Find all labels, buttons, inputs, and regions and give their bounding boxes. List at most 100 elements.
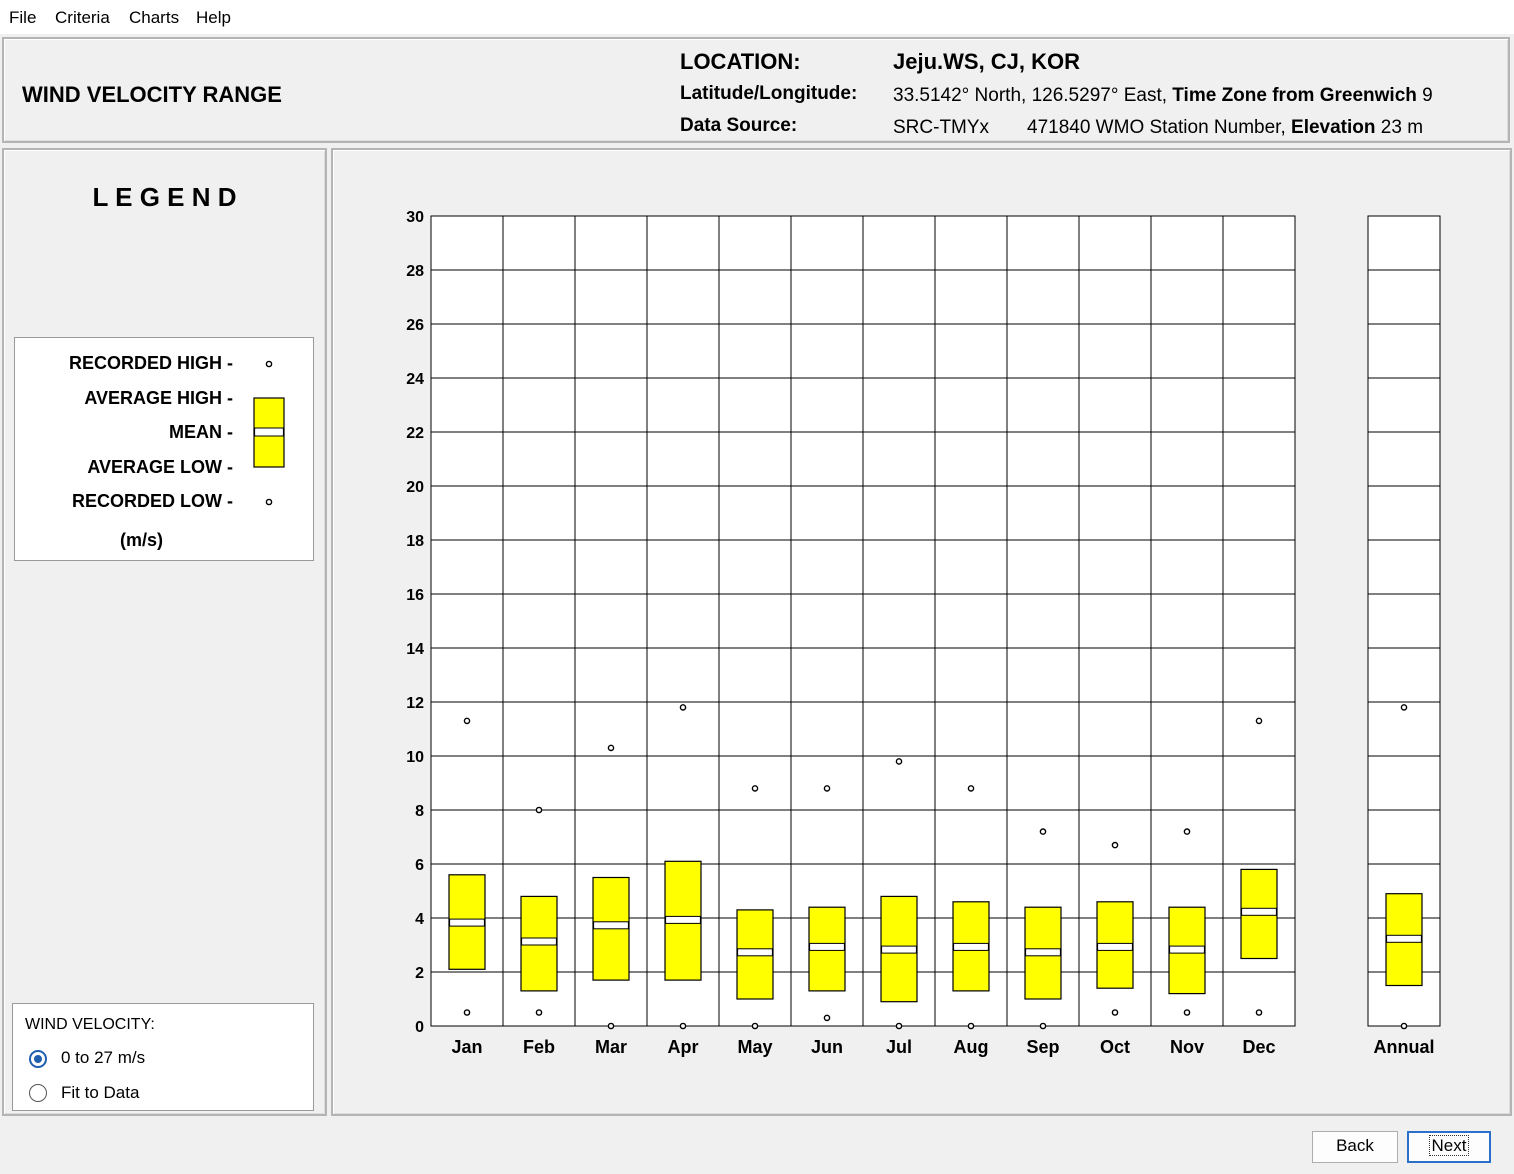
- menu-file[interactable]: File: [9, 8, 37, 27]
- y-tick-label: 6: [415, 857, 424, 874]
- legend-units: (m/s): [120, 530, 164, 550]
- month-dec-recorded-high: [1255, 717, 1263, 725]
- location-label: LOCATION:: [680, 49, 801, 74]
- month-may-recorded-low: [751, 1022, 759, 1030]
- legend-mean: MEAN -: [169, 422, 233, 442]
- month-may-label: May: [737, 1037, 772, 1057]
- legend-box: RECORDED HIGH - AVERAGE HIGH - MEAN - AV…: [14, 337, 314, 561]
- month-apr-label: Apr: [668, 1037, 699, 1057]
- next-button[interactable]: Next: [1407, 1131, 1491, 1163]
- month-dec-mean: [1241, 907, 1277, 916]
- month-apr-recorded-high: [679, 704, 687, 711]
- month-jul-mean: [881, 945, 917, 954]
- month-feb-mean: [521, 937, 557, 946]
- header-panel: WIND VELOCITY RANGE LOCATION: Jeju.WS, C…: [2, 37, 1510, 143]
- month-jul-label: Jul: [886, 1037, 912, 1057]
- month-dec-label: Dec: [1242, 1037, 1275, 1057]
- month-sep-recorded-high: [1039, 828, 1047, 835]
- month-nov-mean: [1169, 945, 1205, 954]
- latlon-line: 33.5142° North, 126.5297° East, Time Zon…: [893, 85, 1433, 107]
- y-tick-label: 26: [406, 317, 424, 334]
- annual-mean: [1386, 934, 1422, 943]
- month-feb-recorded-high: [535, 806, 543, 814]
- month-aug-mean: [953, 942, 989, 951]
- station-line: 471840 WMO Station Number, Elevation 23 …: [1027, 117, 1423, 139]
- next-button-label: Next: [1428, 1135, 1470, 1156]
- month-jan-recorded-high: [463, 717, 471, 725]
- month-nov-recorded-low: [1183, 1009, 1191, 1016]
- y-tick-label: 28: [406, 263, 424, 280]
- menu-help[interactable]: Help: [196, 8, 231, 27]
- y-tick-label: 0: [415, 1019, 424, 1036]
- y-tick-label: 8: [415, 803, 424, 820]
- month-sep-recorded-low: [1039, 1022, 1047, 1030]
- month-oct-mean: [1097, 942, 1133, 951]
- y-tick-label: 16: [406, 587, 424, 604]
- menu-bar: File Criteria Charts Help: [0, 0, 1514, 34]
- y-tick-label: 22: [406, 425, 424, 442]
- month-jul-recorded-low: [895, 1022, 903, 1030]
- legend-title: L E G E N D: [92, 182, 237, 212]
- month-sep-mean: [1025, 948, 1061, 957]
- month-oct-recorded-high: [1111, 841, 1119, 849]
- month-feb-label: Feb: [523, 1037, 555, 1057]
- month-sep-label: Sep: [1026, 1037, 1059, 1057]
- source-value: SRC-TMYx: [893, 117, 990, 138]
- month-jan-recorded-low: [463, 1009, 471, 1016]
- month-mar-mean: [593, 921, 629, 930]
- month-jun-recorded-high: [823, 785, 831, 792]
- y-tick-label: 20: [406, 479, 424, 496]
- legend-recorded-high: RECORDED HIGH -: [68, 353, 233, 373]
- month-may-mean: [737, 948, 773, 957]
- annual-label: Annual: [1374, 1037, 1435, 1057]
- month-oct-recorded-low: [1111, 1009, 1119, 1016]
- radio-label-0-to-27[interactable]: 0 to 27 m/s: [61, 1048, 146, 1067]
- radio-fit-to-data[interactable]: [29, 1084, 47, 1102]
- y-tick-label: 12: [406, 695, 424, 712]
- location-value: Jeju.WS, CJ, KOR: [893, 49, 1081, 74]
- month-aug-label: Aug: [954, 1037, 989, 1057]
- radio-0-to-27[interactable]: [29, 1050, 47, 1068]
- back-button[interactable]: Back: [1312, 1131, 1398, 1163]
- y-tick-label: 14: [406, 641, 424, 658]
- month-feb-recorded-low: [535, 1009, 543, 1016]
- month-jul-recorded-high: [895, 758, 903, 765]
- month-jan-mean: [449, 918, 485, 927]
- month-may-recorded-high: [751, 785, 759, 792]
- wind-velocity-label: WIND VELOCITY:: [25, 1016, 155, 1033]
- y-tick-label: 30: [406, 209, 424, 226]
- latlon-value: 33.5142° North, 126.5297° East,: [893, 85, 1167, 106]
- radio-label-fit-to-data[interactable]: Fit to Data: [61, 1083, 140, 1102]
- timezone-value: 9: [1422, 85, 1433, 106]
- month-jun-mean: [809, 942, 845, 951]
- month-dec-recorded-low: [1255, 1009, 1263, 1016]
- timezone-label: Time Zone from Greenwich: [1172, 85, 1417, 106]
- latlon-label: Latitude/Longitude:: [680, 83, 858, 104]
- month-mar-label: Mar: [595, 1037, 627, 1057]
- annual-recorded-high: [1400, 704, 1408, 711]
- elevation-value: 23 m: [1380, 117, 1424, 138]
- source-label: Data Source:: [680, 115, 798, 136]
- legend-average-high: AVERAGE HIGH -: [84, 388, 233, 408]
- month-apr-recorded-low: [679, 1022, 687, 1030]
- menu-criteria[interactable]: Criteria: [55, 8, 110, 27]
- legend-recorded-low: RECORDED LOW -: [72, 491, 233, 511]
- elevation-label: Elevation: [1291, 117, 1376, 138]
- y-tick-label: 18: [406, 533, 424, 550]
- month-jun-recorded-low: [823, 1014, 831, 1022]
- y-tick-label: 24: [406, 371, 424, 388]
- month-apr-mean: [665, 915, 701, 924]
- month-nov-recorded-high: [1183, 828, 1191, 835]
- y-tick-label: 2: [415, 965, 424, 982]
- legend-average-low: AVERAGE LOW -: [87, 457, 233, 477]
- annual-recorded-low: [1400, 1022, 1408, 1030]
- month-aug-recorded-high: [967, 785, 975, 792]
- month-oct-label: Oct: [1100, 1037, 1130, 1057]
- month-jan-label: Jan: [451, 1037, 482, 1057]
- station-value: 471840 WMO Station Number,: [1027, 117, 1286, 138]
- month-mar-recorded-low: [607, 1022, 615, 1030]
- page-title: WIND VELOCITY RANGE: [22, 82, 282, 107]
- menu-charts[interactable]: Charts: [129, 8, 180, 27]
- wind-velocity-group: WIND VELOCITY: 0 to 27 m/s Fit to Data: [12, 1003, 314, 1111]
